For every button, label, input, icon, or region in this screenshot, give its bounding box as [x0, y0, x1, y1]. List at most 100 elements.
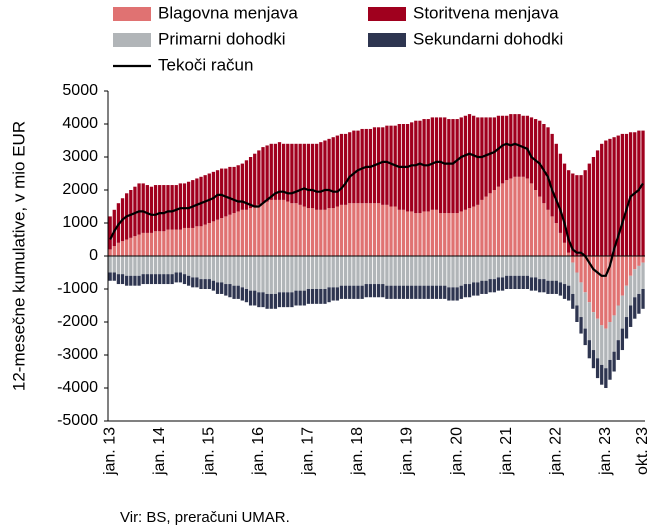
bar [567, 256, 571, 286]
bar [579, 256, 583, 283]
bar [484, 196, 488, 256]
bar [562, 284, 567, 299]
bar [356, 285, 360, 299]
bar [438, 285, 443, 299]
bar [624, 285, 629, 318]
bar [438, 256, 443, 286]
bar [141, 232, 145, 256]
bar [133, 256, 137, 276]
bar [261, 203, 265, 256]
bar [199, 279, 203, 289]
bar [521, 275, 525, 289]
bar [455, 119, 459, 214]
bar [120, 274, 125, 285]
bar [186, 181, 191, 228]
bar [153, 231, 158, 256]
bar [628, 132, 633, 256]
bar [538, 256, 542, 280]
bar [290, 143, 294, 204]
bar [294, 143, 298, 204]
bar [525, 115, 530, 179]
bar [153, 274, 158, 285]
bar [129, 275, 133, 286]
bar [327, 138, 331, 209]
bar [451, 213, 455, 256]
bar [500, 277, 505, 291]
bar [472, 282, 476, 296]
bar [149, 274, 154, 285]
bar [265, 145, 269, 202]
x-tick-label: jan. 17 [300, 427, 317, 476]
bar [467, 284, 472, 298]
bar [624, 317, 629, 339]
bar [323, 140, 327, 210]
bar [203, 279, 207, 289]
bar [236, 211, 240, 256]
bar [352, 256, 356, 286]
bar [273, 293, 278, 309]
bar [244, 209, 249, 256]
bar [377, 284, 381, 298]
bar [310, 289, 315, 304]
bar [186, 275, 191, 286]
bar [145, 256, 149, 275]
bar [269, 143, 273, 200]
bar [467, 208, 472, 256]
bar [513, 176, 517, 256]
bar [620, 328, 625, 351]
bar [240, 163, 244, 210]
bar [422, 211, 426, 256]
y-tick-label: -2000 [57, 313, 98, 330]
bar [281, 256, 286, 293]
bar [360, 203, 364, 256]
bar [554, 280, 558, 294]
bar [211, 171, 216, 222]
bar [385, 204, 389, 256]
bar [583, 170, 587, 256]
x-tick-label: jan. 20 [448, 427, 465, 476]
bar [484, 256, 488, 281]
bar [538, 279, 542, 293]
bar [112, 246, 116, 256]
bar [397, 256, 401, 286]
bar [141, 183, 145, 233]
bar [525, 275, 530, 289]
x-tick-label: jan. 23 [597, 427, 614, 476]
bar [595, 318, 600, 359]
bar [414, 256, 418, 286]
bar [224, 284, 228, 296]
bar [467, 114, 472, 209]
bar [265, 293, 269, 309]
bar [447, 119, 451, 214]
bar [149, 256, 154, 275]
bar [513, 275, 517, 289]
bar [533, 277, 538, 291]
bar [153, 185, 158, 232]
bar [323, 256, 327, 289]
bar [381, 256, 385, 285]
bar [467, 256, 472, 285]
bar [315, 289, 319, 304]
bar [248, 157, 253, 209]
bar [459, 211, 463, 256]
bar [277, 292, 282, 308]
bar [352, 130, 356, 204]
bar [641, 130, 645, 256]
bar [637, 293, 641, 314]
bar [261, 256, 265, 293]
bar [418, 213, 422, 256]
bar [178, 229, 183, 256]
bar [129, 256, 133, 276]
bar [298, 290, 302, 306]
y-tick-label: 0 [89, 247, 98, 264]
x-tick-label: jan. 14 [151, 427, 168, 476]
bar [149, 232, 154, 256]
x-tick-label: jan. 21 [498, 427, 515, 476]
bar [443, 285, 447, 299]
bar [410, 285, 414, 299]
bar [294, 256, 298, 291]
bar [410, 122, 414, 212]
bar [575, 175, 579, 256]
bar [393, 206, 397, 256]
bar [265, 201, 269, 256]
